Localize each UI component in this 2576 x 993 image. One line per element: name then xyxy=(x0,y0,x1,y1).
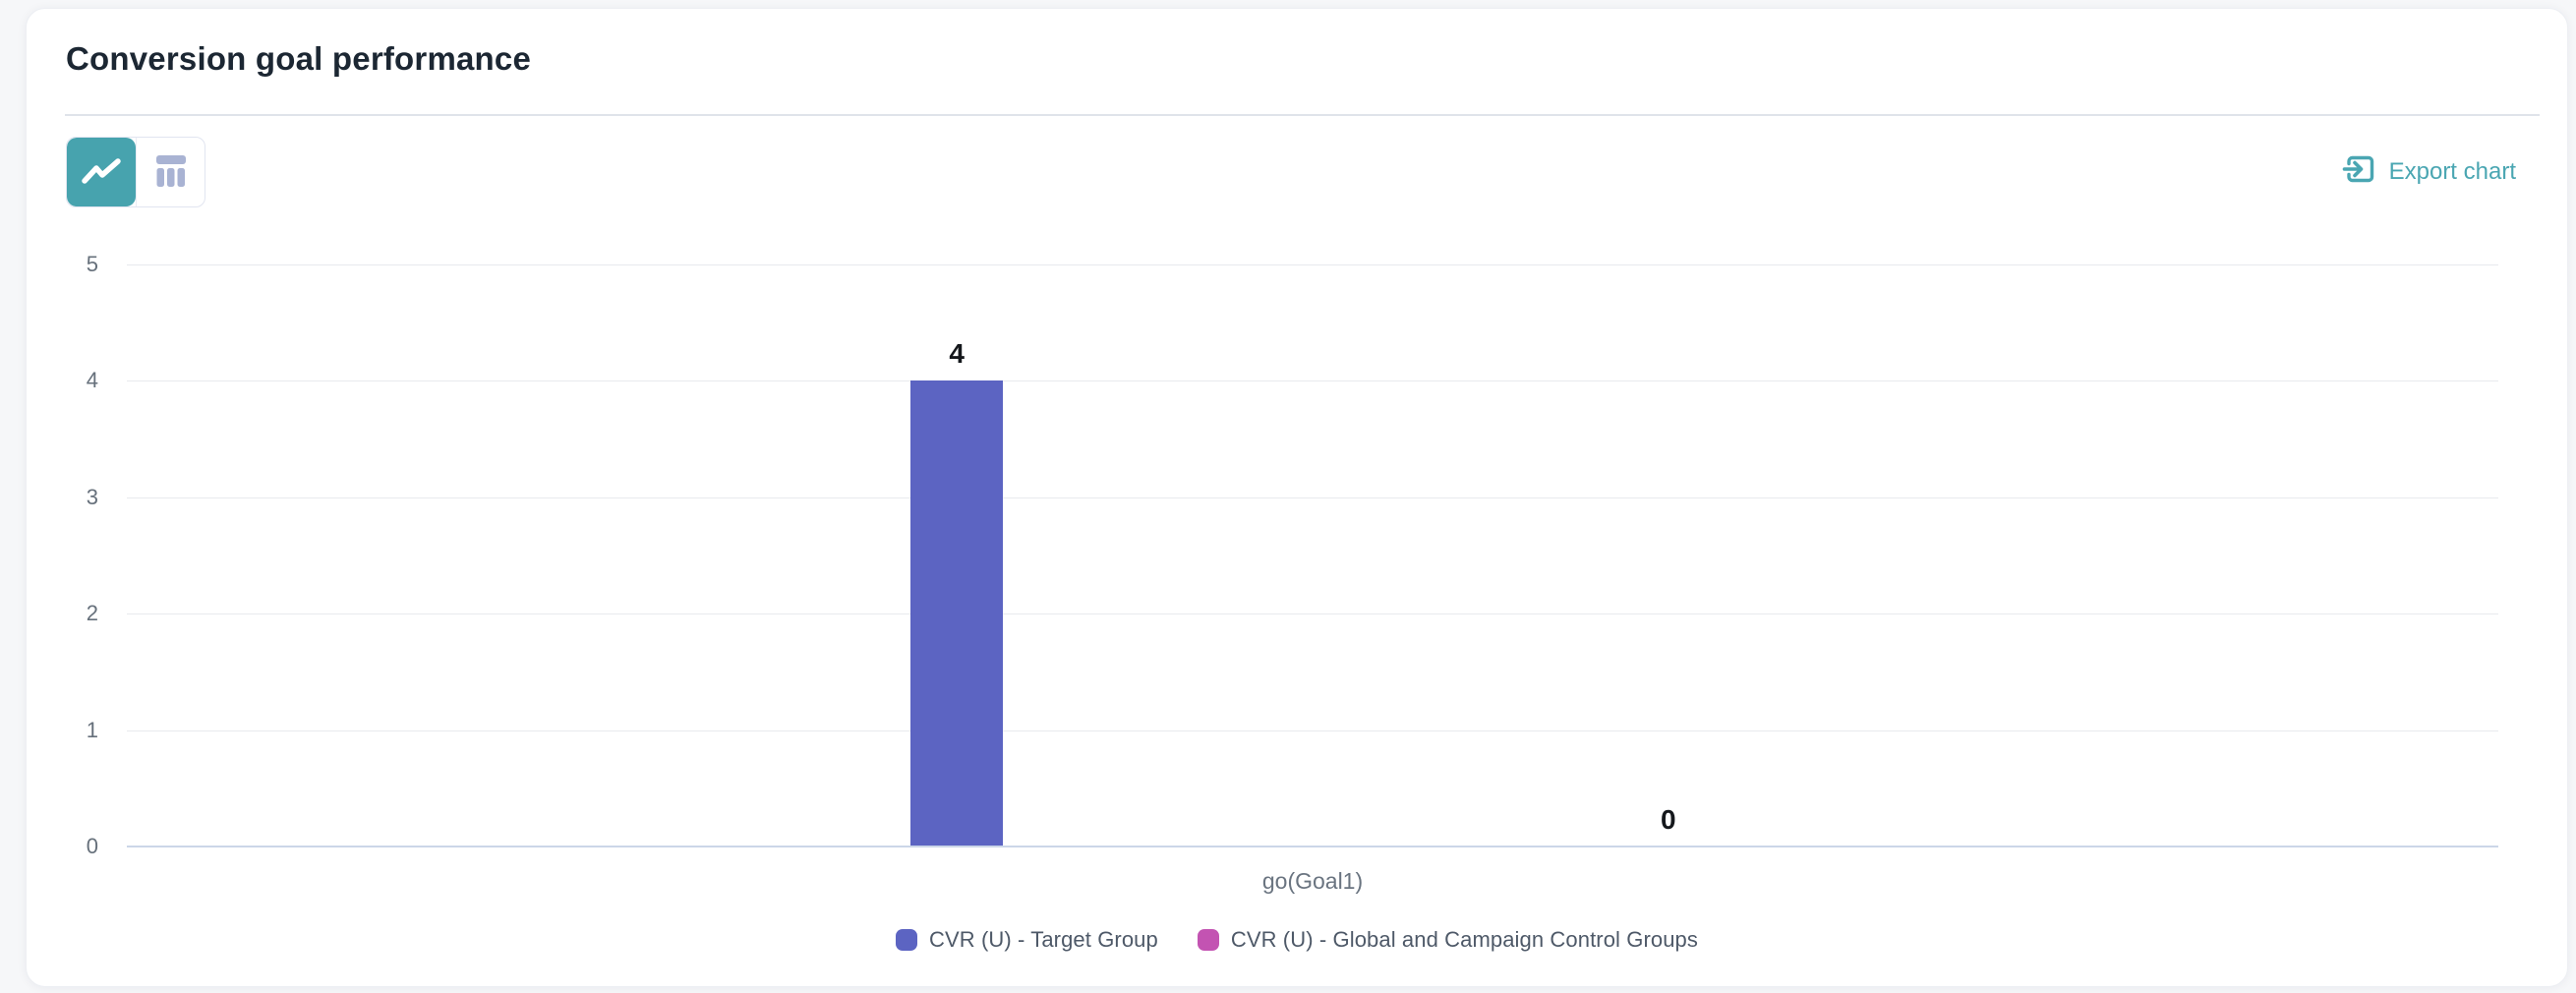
legend-label-cvr-u-global-and-campaign-control-groups: CVR (U) - Global and Campaign Control Gr… xyxy=(1230,927,1698,952)
gridline-y5 xyxy=(127,264,2498,265)
table-icon xyxy=(155,154,186,190)
data-label-cvr-u-target-group: 4 xyxy=(949,338,965,370)
toolbar: Export chart xyxy=(66,137,2516,207)
data-label-cvr-u-global-and-campaign-control-groups: 0 xyxy=(1661,804,1676,835)
ytick-label-4: 4 xyxy=(86,368,98,393)
chart-legend: CVR (U) - Target Group CVR (U) - Global a… xyxy=(27,927,2567,953)
legend-item-cvr-u-global-and-campaign-control-groups[interactable]: CVR (U) - Global and Campaign Control Gr… xyxy=(1197,927,1698,953)
gridline-y1 xyxy=(127,730,2498,731)
view-toggle xyxy=(66,137,205,207)
line-chart-icon xyxy=(82,157,121,187)
legend-item-cvr-u-target-group[interactable]: CVR (U) - Target Group xyxy=(895,927,1158,953)
xcategory-label-go-goal1: go(Goal1) xyxy=(1261,868,1364,894)
ytick-label-1: 1 xyxy=(86,717,98,742)
chart-view-button[interactable] xyxy=(67,138,136,206)
export-chart-button[interactable]: Export chart xyxy=(2342,152,2516,193)
gridline-y2 xyxy=(127,613,2498,615)
table-view-button[interactable] xyxy=(136,138,205,206)
legend-label-cvr-u-target-group: CVR (U) - Target Group xyxy=(928,927,1158,952)
bar-cvr-u-target-group[interactable] xyxy=(910,380,1004,846)
legend-swatch-cvr-u-global-and-campaign-control-groups xyxy=(1197,929,1219,951)
ytick-label-5: 5 xyxy=(86,252,98,276)
legend-swatch-cvr-u-target-group xyxy=(895,929,917,951)
gridline-y3 xyxy=(127,496,2498,498)
page-title: Conversion goal performance xyxy=(66,40,532,77)
export-icon xyxy=(2342,152,2375,193)
conversion-goal-card: Conversion goal performance xyxy=(26,8,2568,987)
chart-plot: 0 1 2 3 4 5 go(Goal1) 4 0 xyxy=(27,9,2567,986)
gridline-y4 xyxy=(127,380,2498,382)
header-divider xyxy=(65,114,2540,116)
export-chart-label: Export chart xyxy=(2388,158,2516,185)
ytick-label-2: 2 xyxy=(86,601,98,626)
ytick-label-0: 0 xyxy=(86,834,98,858)
x-axis-line xyxy=(127,846,2498,847)
ytick-label-3: 3 xyxy=(86,484,98,509)
